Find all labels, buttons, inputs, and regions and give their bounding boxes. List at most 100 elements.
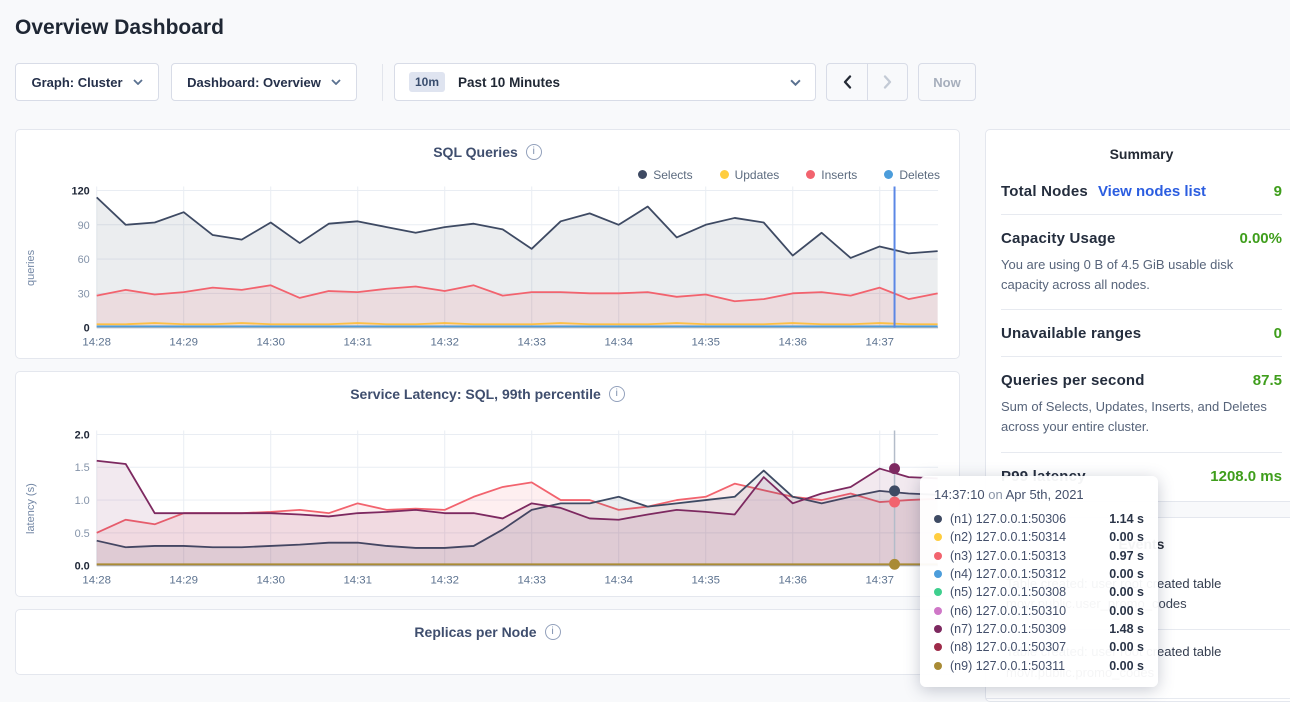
time-range-dropdown[interactable]: 10m Past 10 Minutes: [394, 63, 816, 101]
latency-value: 0.00 s: [1109, 585, 1144, 600]
x-tick-label: 14:31: [343, 336, 372, 348]
tooltip-row: (n1) 127.0.0.1:50306 1.14 s: [934, 510, 1144, 528]
x-tick-label: 14:29: [169, 574, 198, 586]
summary-row-value: 0: [1273, 325, 1282, 343]
node-address: (n3) 127.0.0.1:50313: [950, 548, 1067, 563]
summary-row-description: Sum of Selects, Updates, Inserts, and De…: [1001, 399, 1267, 435]
series-dot: [934, 551, 942, 560]
node-address: (n2) 127.0.0.1:50314: [950, 530, 1067, 545]
x-tick-label: 14:35: [691, 336, 720, 348]
chart-title-row: SQL Queries i: [31, 144, 944, 160]
chart-legend: Selects Updates Inserts Deletes: [31, 167, 940, 182]
x-tick-label: 14:34: [604, 336, 633, 348]
series-dot: [934, 661, 942, 670]
legend-item-inserts[interactable]: Inserts: [806, 167, 857, 182]
now-button[interactable]: Now: [918, 63, 976, 101]
series-dot: [934, 606, 942, 615]
latency-value: 0.00 s: [1109, 603, 1144, 618]
service-latency-chart[interactable]: 0.0 0.5 1.0 1.5 2.0 14:28 14:29 14:30 14:31 14:32…: [53, 426, 944, 592]
summary-row-label: Total Nodes: [1001, 183, 1088, 200]
chart-title-row: Replicas per Node i: [31, 624, 944, 640]
legend-label: Inserts: [821, 167, 858, 182]
legend-dot: [806, 170, 816, 179]
legend-label: Deletes: [899, 167, 940, 182]
summary-row-value: 9: [1273, 183, 1282, 200]
node-address: (n7) 127.0.0.1:50309: [950, 621, 1067, 636]
series-line: [96, 469, 938, 549]
x-tick-label: 14:28: [82, 574, 111, 586]
info-icon[interactable]: i: [525, 144, 542, 160]
node-address: (n6) 127.0.0.1:50310: [950, 603, 1067, 618]
charts-column: SQL Queries i Selects Updates Inserts Delet…: [15, 129, 960, 675]
tooltip-row: (n8) 127.0.0.1:50307 0.00 s: [934, 638, 1144, 656]
series-line: [96, 459, 938, 521]
time-window-label: Past 10 Minutes: [458, 74, 561, 90]
series-dot: [934, 570, 942, 579]
replicas-per-node-chart-card: Replicas per Node i: [15, 609, 960, 675]
x-tick-label: 14:37: [865, 574, 894, 586]
x-tick-label: 14:33: [517, 336, 546, 348]
info-icon[interactable]: i: [544, 624, 561, 640]
legend-label: Selects: [653, 167, 693, 182]
summary-row-value: 0.00%: [1239, 230, 1282, 247]
sql-queries-chart[interactable]: 0 30 60 90 120 14:28 14:29 14:30 14:31 14:32 14:33…: [53, 182, 944, 354]
x-tick-label: 14:37: [865, 336, 894, 348]
legend-item-selects[interactable]: Selects: [638, 167, 693, 182]
crosshair-dot: [889, 485, 901, 497]
graph-dropdown[interactable]: Graph: Cluster: [15, 63, 159, 101]
latency-value: 0.00 s: [1109, 658, 1144, 673]
tooltip-row: (n4) 127.0.0.1:50312 0.00 s: [934, 565, 1144, 583]
y-tick-label: 120: [72, 185, 90, 197]
series-dot: [934, 515, 942, 524]
dashboard-dropdown-label: Dashboard: Overview: [187, 74, 321, 90]
node-address: (n8) 127.0.0.1:50307: [950, 640, 1067, 655]
series-line: [96, 284, 938, 303]
summary-row-label: Capacity Usage: [1001, 230, 1116, 247]
summary-rows: Total Nodes View nodes list 9 Capacity Usag…: [1001, 168, 1282, 499]
series-area: [96, 285, 938, 328]
summary-row: Total Nodes View nodes list 9: [1001, 168, 1282, 215]
latency-value: 0.97 s: [1109, 548, 1144, 563]
y-tick-label: 0: [84, 323, 90, 335]
chart-cutoff-area: [31, 640, 944, 670]
x-tick-label: 14:34: [604, 574, 633, 586]
chart-title-row: Service Latency: SQL, 99th percentile i: [31, 386, 944, 402]
latency-value: 1.14 s: [1109, 512, 1144, 527]
x-tick-label: 14:31: [343, 574, 372, 586]
replicas-per-node-chart-title: Replicas per Node: [414, 624, 537, 640]
x-tick-label: 14:32: [430, 574, 459, 586]
x-tick-label: 14:35: [691, 574, 720, 586]
y-tick-label: 0.0: [75, 561, 90, 573]
latency-value: 0.00 s: [1109, 640, 1144, 655]
summary-row-value: 87.5: [1252, 372, 1282, 390]
legend-item-updates[interactable]: Updates: [719, 167, 780, 182]
view-nodes-list-link[interactable]: View nodes list: [1097, 183, 1207, 200]
chevron-left-icon: [843, 75, 851, 89]
legend-item-deletes[interactable]: Deletes: [884, 167, 940, 182]
chart-hover-tooltip: 14:37:10 on Apr 5th, 2021 (n1) 127.0.0.1…: [920, 476, 1158, 687]
x-tick-label: 14:28: [82, 336, 111, 348]
x-tick-label: 14:30: [256, 336, 285, 348]
dashboard-dropdown[interactable]: Dashboard: Overview: [171, 63, 357, 101]
time-prev-button[interactable]: [827, 64, 867, 100]
tooltip-row: (n7) 127.0.0.1:50309 1.48 s: [934, 620, 1144, 638]
summary-row-label: Queries per second: [1001, 372, 1145, 390]
legend-label: Updates: [734, 167, 780, 182]
node-address: (n4) 127.0.0.1:50312: [950, 567, 1067, 582]
crosshair-dot: [889, 496, 901, 508]
node-address: (n9) 127.0.0.1:50311: [950, 658, 1066, 673]
info-icon[interactable]: i: [608, 386, 625, 402]
y-tick-label: 1.0: [75, 495, 90, 507]
summary-row-label: Unavailable ranges: [1001, 325, 1142, 343]
chevron-down-icon: [790, 79, 801, 86]
tooltip-timestamp: 14:37:10 on Apr 5th, 2021: [934, 487, 1084, 502]
y-tick-label: 60: [78, 254, 90, 266]
summary-panel: Summary Total Nodes View nodes list 9 Capac…: [985, 129, 1290, 502]
x-tick-label: 14:30: [256, 574, 285, 586]
tooltip-row: (n9) 127.0.0.1:50311 0.00 s: [934, 656, 1144, 674]
series-dot: [934, 533, 942, 542]
node-address: (n5) 127.0.0.1:50308: [950, 585, 1067, 600]
toolbar-divider: [382, 63, 383, 101]
time-next-button[interactable]: [867, 64, 907, 100]
